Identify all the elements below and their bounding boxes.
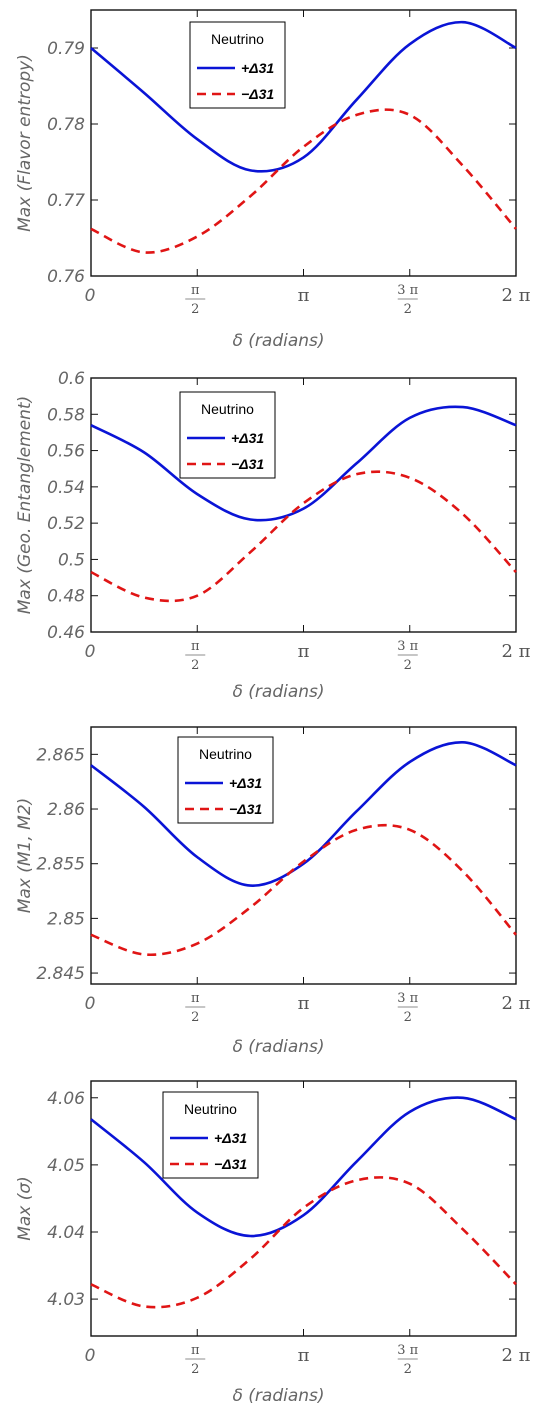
- x-axis-title: δ (radians): [232, 1386, 324, 1406]
- series-plus-delta31: [90, 405, 517, 522]
- plot-frame: [90, 9, 517, 277]
- x-tick-numerator: π: [191, 639, 200, 654]
- y-tick-label: 0.5: [58, 550, 85, 570]
- y-axis-title: Max (Geo. Entanglement): [15, 396, 35, 614]
- legend-entry-label: +Δ31: [241, 60, 274, 76]
- legend: Neutrino +Δ31 −Δ31: [179, 391, 276, 479]
- x-tick-label: π: [298, 285, 310, 306]
- legend-entry-label: +Δ31: [214, 1130, 247, 1146]
- legend-entry-label: −Δ31: [231, 456, 264, 472]
- x-tick-numerator: π: [191, 283, 200, 298]
- x-tick-fraction: π2: [185, 991, 206, 1025]
- x-tick-fraction: 3 π2: [397, 283, 418, 317]
- x-tick-label: 0: [85, 1346, 96, 1366]
- y-axis-title: Max (M1, M2): [15, 798, 35, 914]
- chart-panel-2: 0 π2π 3 π22 π0.460.480.50.520.540.560.580.…: [15, 369, 531, 702]
- y-tick-label: 0.54: [47, 478, 85, 498]
- x-tick-fraction: π2: [185, 639, 206, 673]
- y-tick-label: 0.46: [47, 623, 85, 643]
- x-tick-numerator: π: [191, 991, 200, 1006]
- x-tick-fraction: 3 π2: [397, 1343, 418, 1377]
- x-tick-label: π: [298, 641, 310, 662]
- legend-entry-label: −Δ31: [241, 86, 274, 102]
- x-tick-label: 0: [85, 286, 96, 306]
- x-tick-numerator: 3 π: [397, 283, 418, 298]
- legend-title: Neutrino: [201, 401, 254, 417]
- x-tick-denominator: 2: [191, 1362, 199, 1377]
- series-minus-delta31: [90, 108, 517, 254]
- x-tick-denominator: 2: [404, 658, 412, 673]
- x-tick-denominator: 2: [404, 1010, 412, 1025]
- y-axis-title: Max (Flavor entropy): [15, 54, 35, 232]
- legend-entry-label: +Δ31: [231, 430, 264, 446]
- chart-panel-4: 0 π2π 3 π22 π4.034.044.054.06Neutrino+Δ31−…: [15, 1080, 531, 1406]
- y-tick-label: 0.6: [58, 369, 85, 389]
- x-tick-denominator: 2: [404, 1362, 412, 1377]
- y-tick-label: 2.86: [47, 800, 85, 820]
- x-tick-denominator: 2: [191, 302, 199, 317]
- series-plus-delta31: [90, 20, 517, 173]
- y-axis-title: Max (σ): [15, 1176, 35, 1241]
- x-tick-numerator: 3 π: [397, 991, 418, 1006]
- legend-entry-label: −Δ31: [229, 801, 262, 817]
- legend-title: Neutrino: [199, 746, 252, 762]
- y-tick-label: 4.05: [47, 1156, 85, 1176]
- series-minus-delta31: [90, 1176, 517, 1309]
- series-plus-delta31: [90, 1096, 517, 1238]
- x-axis-title: δ (radians): [232, 682, 324, 702]
- chart-panel-1: 0 π2π 3 π22 π0.760.770.780.79 Neutrino+Δ31−…: [15, 9, 531, 351]
- plot-frame: [90, 1080, 517, 1337]
- x-axis-title: δ (radians): [232, 1037, 324, 1057]
- legend-title: Neutrino: [184, 1101, 237, 1117]
- y-tick-label: 2.865: [36, 745, 85, 765]
- y-tick-label: 2.85: [47, 909, 85, 929]
- y-tick-label: 0.58: [47, 405, 85, 425]
- x-tick-label: 0: [85, 994, 96, 1014]
- x-tick-fraction: π2: [185, 283, 206, 317]
- series-plus-delta31: [90, 741, 517, 887]
- y-tick-label: 2.855: [36, 855, 85, 875]
- x-tick-label: 2 π: [501, 641, 530, 662]
- x-tick-denominator: 2: [191, 658, 199, 673]
- x-tick-label: 2 π: [501, 993, 530, 1014]
- x-tick-fraction: 3 π2: [397, 991, 418, 1025]
- legend-entry-label: −Δ31: [214, 1156, 247, 1172]
- series-minus-delta31: [90, 470, 517, 603]
- y-tick-label: 4.06: [47, 1089, 85, 1109]
- plot-frame: [90, 726, 517, 985]
- y-tick-label: 0.77: [47, 191, 85, 211]
- y-tick-label: 0.52: [47, 514, 85, 534]
- y-tick-label: 4.04: [47, 1223, 85, 1243]
- x-tick-label: 2 π: [501, 285, 530, 306]
- legend: Neutrino +Δ31 −Δ31: [189, 21, 286, 109]
- legend-title: Neutrino: [211, 31, 264, 47]
- x-tick-label: 2 π: [501, 1345, 530, 1366]
- x-tick-label: 0: [85, 642, 96, 662]
- y-tick-label: 4.03: [47, 1290, 85, 1310]
- y-tick-label: 0.48: [47, 587, 85, 607]
- x-tick-label: π: [298, 1345, 310, 1366]
- y-tick-label: 0.79: [47, 39, 85, 59]
- legend: Neutrino +Δ31 −Δ31: [177, 736, 274, 824]
- x-tick-fraction: 3 π2: [397, 639, 418, 673]
- x-tick-numerator: 3 π: [397, 1343, 418, 1358]
- y-tick-label: 0.78: [47, 115, 85, 135]
- y-tick-label: 0.76: [47, 267, 85, 287]
- x-tick-fraction: π2: [185, 1343, 206, 1377]
- y-tick-label: 0.56: [47, 442, 85, 462]
- x-tick-label: π: [298, 993, 310, 1014]
- x-tick-numerator: π: [191, 1343, 200, 1358]
- x-tick-denominator: 2: [404, 302, 412, 317]
- series-minus-delta31: [90, 823, 517, 957]
- x-tick-denominator: 2: [191, 1010, 199, 1025]
- y-tick-label: 2.845: [36, 964, 85, 984]
- legend: Neutrino +Δ31 −Δ31: [162, 1091, 259, 1179]
- x-axis-title: δ (radians): [232, 331, 324, 351]
- x-tick-numerator: 3 π: [397, 639, 418, 654]
- legend-entry-label: +Δ31: [229, 775, 262, 791]
